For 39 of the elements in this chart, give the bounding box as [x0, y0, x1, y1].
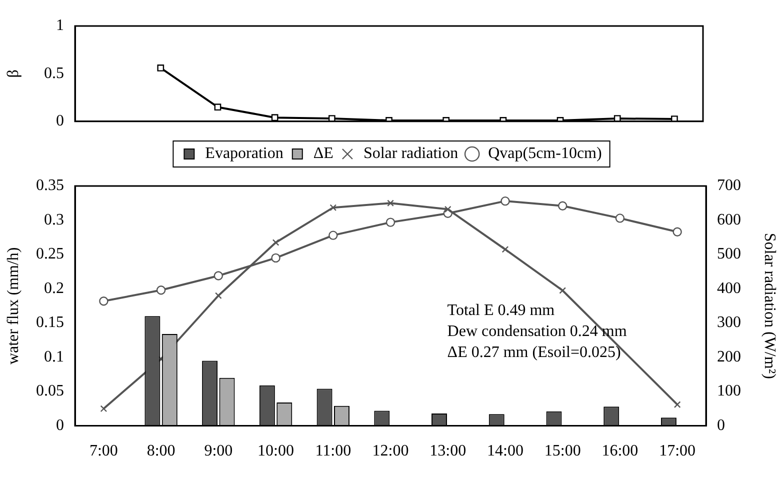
y2-tick-label: 300: [717, 314, 741, 332]
x-tick-label: 17:00: [659, 442, 696, 460]
y-tick-label: 0.5: [44, 64, 64, 82]
y2-tick-label: 100: [717, 382, 741, 400]
x-tick-label: 15:00: [544, 442, 581, 460]
legend-label: Solar radiation: [363, 145, 458, 162]
y2-tick-label: 0: [717, 417, 725, 434]
annotation: Total E 0.49 mm: [447, 302, 556, 319]
y-tick-label: 0.05: [36, 382, 64, 400]
y-tick-label: 1: [56, 17, 64, 34]
y-tick-label: 0.3: [44, 211, 64, 228]
y-tick-label: 0.35: [36, 177, 64, 194]
x-tick-label: 14:00: [487, 442, 524, 460]
y-tick-label: 0: [56, 112, 64, 130]
y2-tick-label: 700: [717, 177, 741, 194]
x-tick-label: 9:00: [204, 442, 233, 460]
x-tick-label: 11:00: [315, 442, 352, 460]
legend-label: ΔE: [313, 145, 334, 162]
x-tick-label: 10:00: [258, 442, 294, 460]
y-tick-label: 0.1: [44, 348, 64, 366]
y2-axis-title: Solar radiation (W/m²): [761, 232, 778, 379]
legend-label: Qvap(5cm-10cm): [488, 145, 602, 162]
legend-label: Evaporation: [205, 145, 284, 162]
x-tick-label: 8:00: [146, 442, 176, 460]
y-tick-label: 0.15: [36, 314, 64, 332]
y-tick-label: 0.2: [44, 280, 64, 297]
y2-tick-label: 500: [717, 246, 741, 263]
y2-tick-label: 200: [717, 348, 741, 366]
y2-tick-label: 400: [717, 280, 741, 297]
y-tick-label: 0.25: [36, 246, 64, 263]
y-axis-title: β: [4, 70, 22, 78]
y2-tick-label: 600: [717, 211, 741, 228]
x-tick-label: 12:00: [372, 442, 409, 460]
annotation: ΔE 0.27 mm (Esoil=0.025): [447, 344, 621, 361]
x-tick-label: 16:00: [602, 442, 638, 460]
x-tick-label: 7:00: [89, 442, 118, 460]
y-axis-title: water flux (mm/h): [4, 247, 22, 365]
y-tick-label: 0: [56, 417, 64, 434]
x-tick-label: 13:00: [430, 442, 466, 460]
